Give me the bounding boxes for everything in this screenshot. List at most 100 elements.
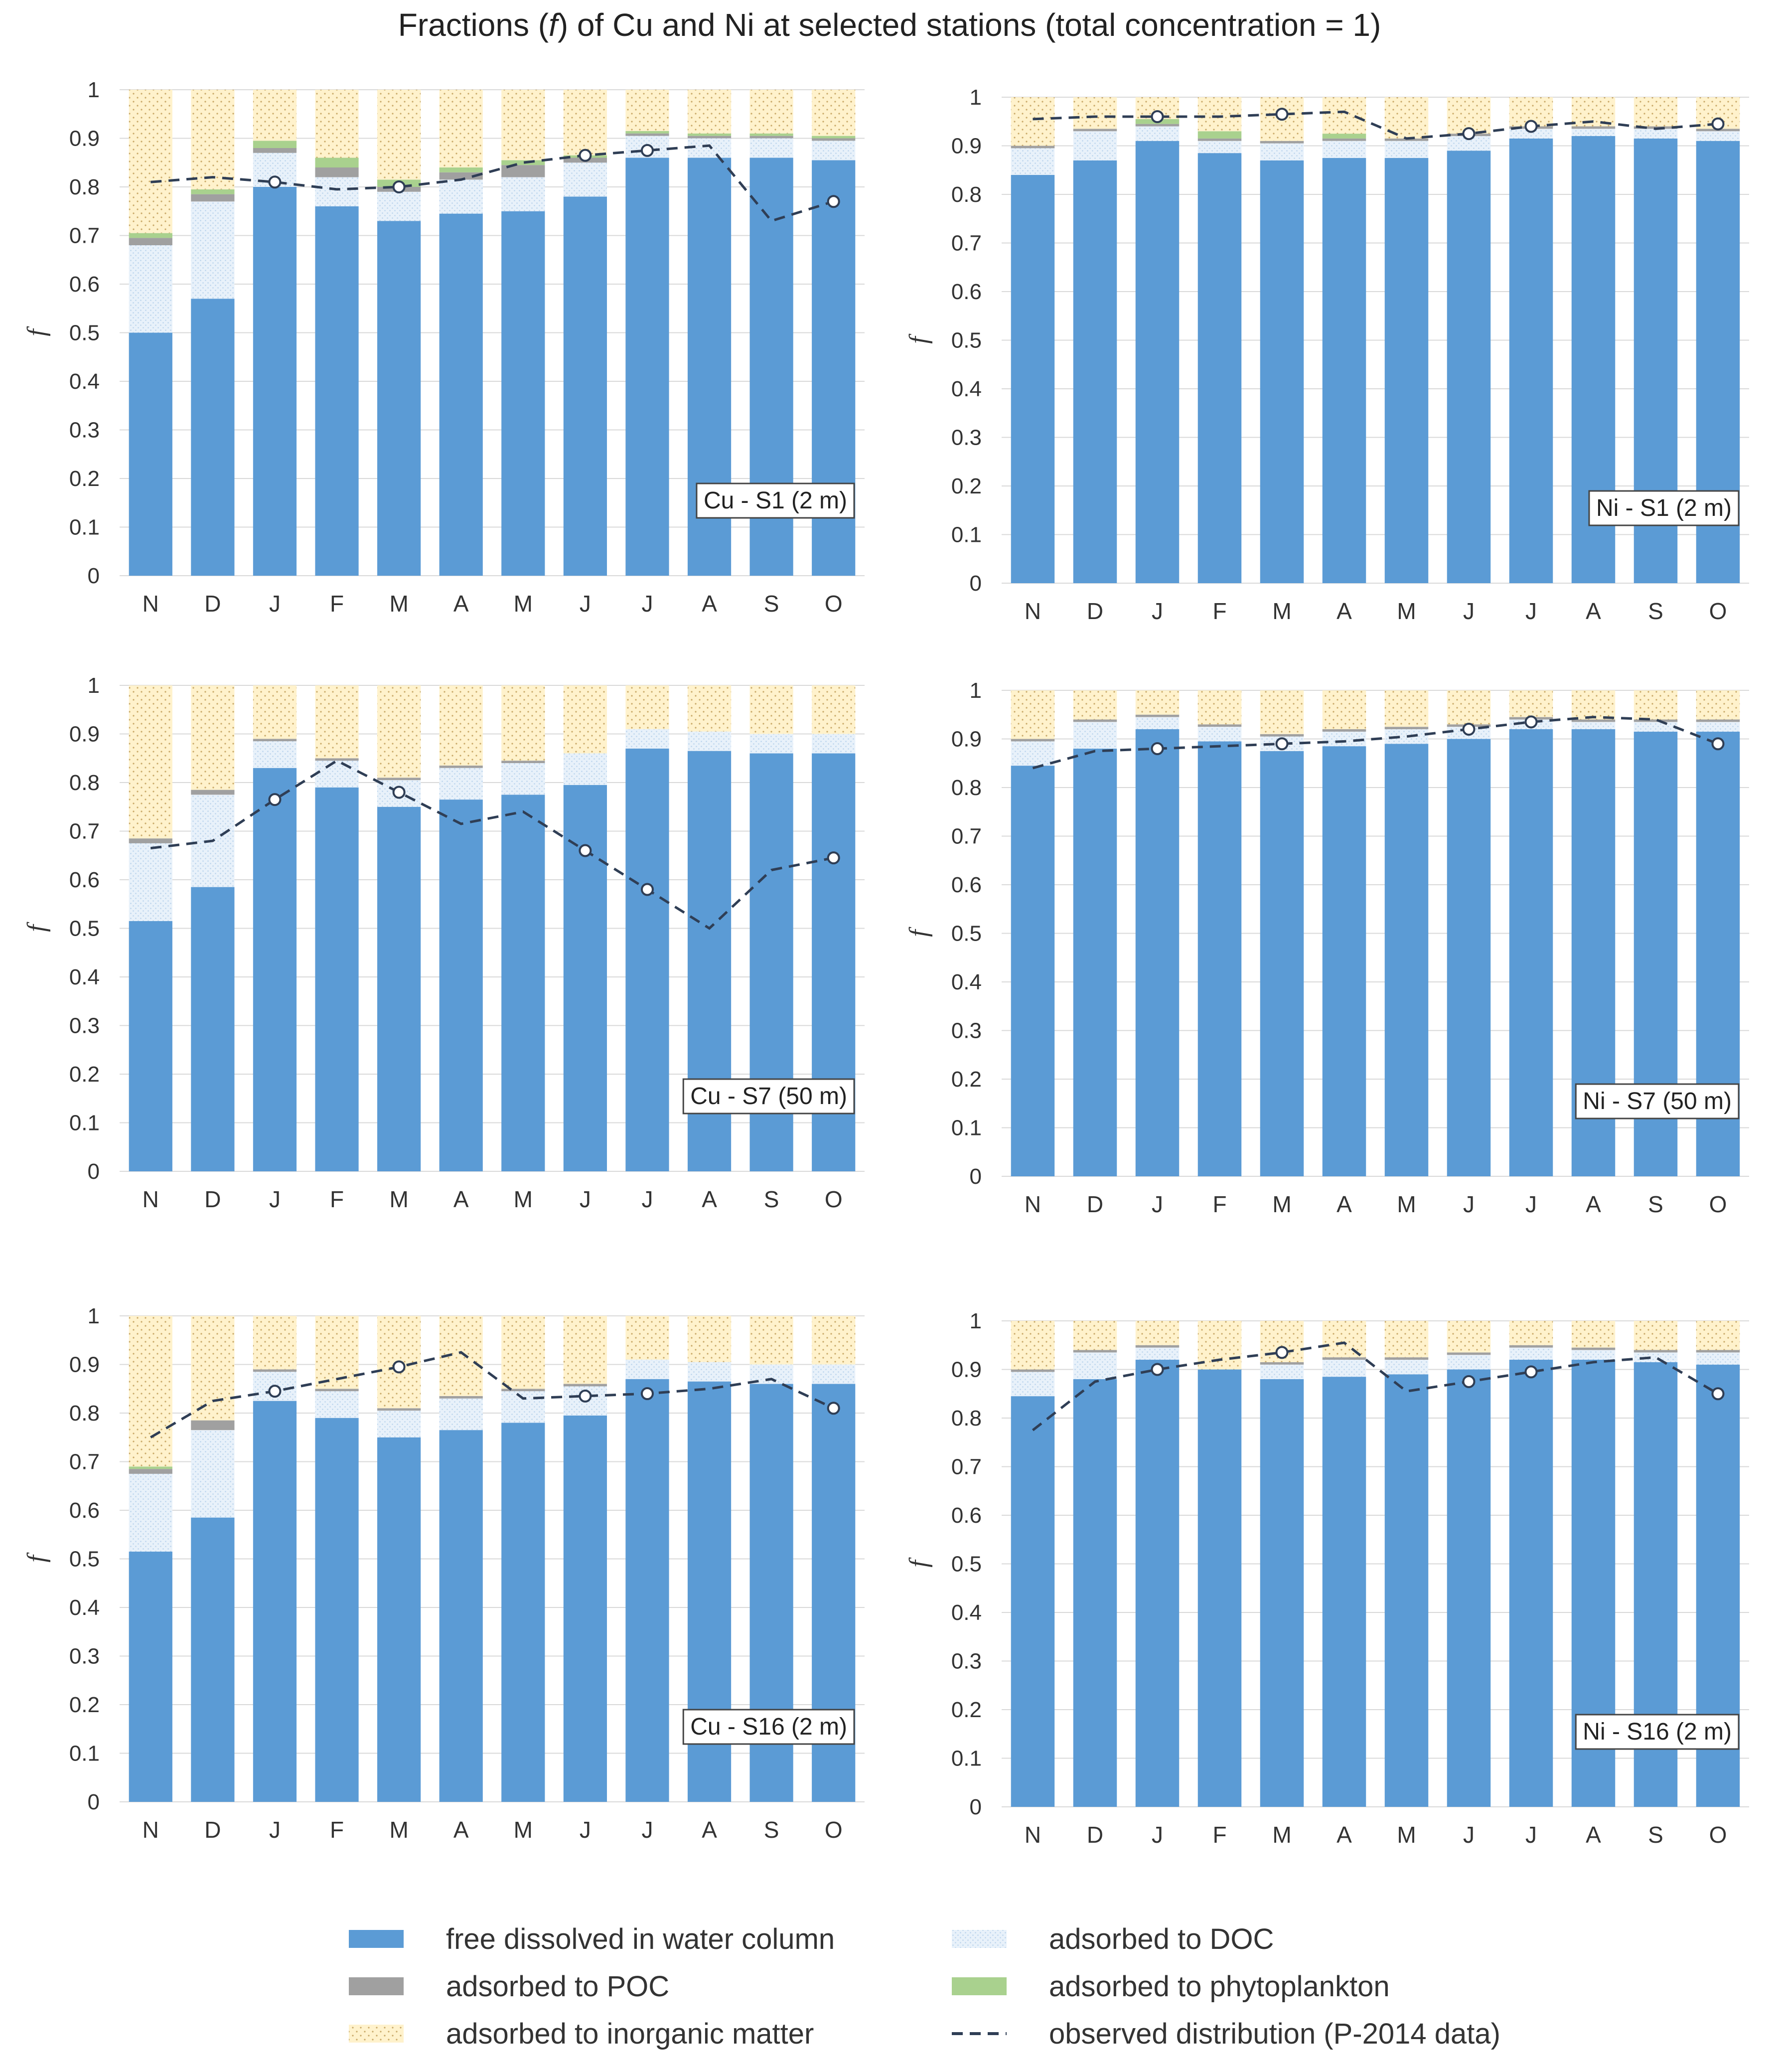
bar-segment-poc — [439, 1396, 483, 1399]
bar-segment-poc — [1197, 724, 1242, 727]
bar-segment-doc — [129, 1473, 172, 1552]
bar-segment-doc — [253, 741, 297, 768]
bar-segment-inorg — [129, 685, 172, 839]
bar-segment-doc — [377, 191, 421, 221]
y-tick-label: 0.1 — [69, 1742, 100, 1766]
x-tick-label: M — [1272, 1191, 1291, 1217]
bar-segment-inorg — [439, 685, 483, 766]
bar-segment-doc — [1073, 722, 1117, 749]
bar-segment-inorg — [812, 90, 856, 136]
bar-segment-free — [1197, 741, 1242, 1176]
bar-segment-free — [439, 1430, 483, 1802]
legend-label: adsorbed to phytoplankton — [1049, 1970, 1390, 2003]
bar-segment-phyto — [1197, 131, 1242, 139]
bar-segment-poc — [1260, 1362, 1304, 1365]
y-tick-label: 1 — [970, 678, 982, 703]
bar-segment-free — [377, 1437, 421, 1802]
bar-segment-poc — [377, 1408, 421, 1411]
observed-point — [1524, 1365, 1538, 1379]
y-tick-label: 0.9 — [69, 1353, 100, 1377]
y-tick-label: 0 — [970, 1164, 982, 1189]
x-tick-label: A — [453, 1817, 469, 1843]
x-tick-label: J — [641, 591, 653, 617]
y-tick-label: 0.8 — [951, 1406, 982, 1431]
bar-segment-free — [625, 1379, 669, 1802]
y-tick-label: 0.6 — [951, 280, 982, 304]
bar-segment-inorg — [129, 1316, 172, 1467]
bar-segment-inorg — [1073, 1321, 1117, 1350]
y-tick-label: 0.2 — [951, 1698, 982, 1722]
bar-segment-poc — [563, 1384, 607, 1387]
panel-label-box — [682, 1709, 855, 1745]
bar-segment-free — [1135, 1360, 1180, 1807]
bar-segment-free — [377, 806, 421, 1171]
bar-segment-poc — [315, 167, 359, 177]
bar-segment-inorg — [563, 685, 607, 754]
x-tick-label: N — [1025, 1822, 1041, 1848]
bar-segment-inorg — [625, 685, 669, 729]
bar-segment-doc — [1696, 131, 1740, 141]
bar-segment-free — [1073, 160, 1117, 583]
x-tick-label: J — [1525, 1822, 1537, 1848]
bar-segment-poc — [1073, 129, 1117, 132]
bar-segment-poc — [1696, 719, 1740, 722]
bar-segment-poc — [1322, 1357, 1366, 1360]
bar-segment-free — [563, 196, 607, 576]
x-tick-label: F — [330, 1186, 344, 1212]
x-tick-label: D — [1087, 1191, 1103, 1217]
y-tick-label: 0.4 — [951, 1600, 982, 1625]
y-tick-label: 0 — [88, 564, 100, 588]
x-tick-label: O — [825, 1817, 843, 1843]
x-tick-label: J — [580, 591, 591, 617]
bar-segment-doc — [1696, 722, 1740, 732]
bar-segment-phyto — [625, 131, 669, 134]
bar-segment-free — [129, 332, 172, 576]
y-axis-label: f — [22, 922, 51, 932]
bar-segment-doc — [1571, 722, 1616, 729]
bar-segment-inorg — [687, 685, 732, 732]
legend-label: adsorbed to DOC — [1049, 1923, 1274, 1955]
bar-segment-inorg — [1384, 1321, 1429, 1358]
y-tick-label: 0.8 — [951, 182, 982, 207]
bar-segment-doc — [1384, 141, 1429, 158]
y-tick-label: 0.9 — [69, 722, 100, 747]
x-tick-label: M — [389, 591, 408, 617]
observed-line — [1033, 110, 1718, 140]
bar-segment-inorg — [1011, 1321, 1055, 1370]
bar-segment-doc — [687, 1362, 732, 1382]
bar-segment-doc — [315, 1391, 359, 1418]
x-tick-label: J — [1525, 1191, 1537, 1217]
observed-point — [579, 844, 592, 857]
x-tick-label: D — [204, 1186, 221, 1212]
x-tick-label: N — [1025, 598, 1041, 624]
bar-segment-doc — [1571, 129, 1616, 136]
bar-segment-inorg — [1260, 690, 1304, 734]
x-tick-label: S — [1648, 598, 1663, 624]
bar-segment-poc — [1260, 141, 1304, 144]
x-tick-label: F — [1212, 1191, 1226, 1217]
y-tick-label: 0.3 — [69, 418, 100, 443]
bar-segment-doc — [1011, 1372, 1055, 1397]
y-tick-label: 0.1 — [69, 1111, 100, 1135]
bar-segment-inorg — [1197, 97, 1242, 132]
bar-segment-inorg — [315, 685, 359, 759]
observed-point — [1462, 127, 1476, 141]
y-tick-label: 0.7 — [69, 1450, 100, 1474]
bar-segment-doc — [563, 162, 607, 197]
bar-segment-poc — [1571, 719, 1616, 722]
bar-segment-poc — [687, 136, 732, 139]
bar-segment-poc — [1384, 727, 1429, 729]
y-tick-label: 0.4 — [951, 377, 982, 401]
y-tick-label: 0.4 — [951, 970, 982, 994]
bar-segment-inorg — [191, 1316, 235, 1421]
legend-item-observed: observed distribution (P-2014 data) — [952, 2018, 1500, 2050]
bar-segment-inorg — [1571, 1321, 1616, 1348]
bar-segment-doc — [1135, 717, 1180, 729]
bar-segment-doc — [377, 1411, 421, 1437]
bar-segment-free — [1322, 1377, 1366, 1807]
panel-label-box — [696, 482, 855, 519]
x-tick-label: A — [702, 1186, 717, 1212]
bar-segment-inorg — [1197, 690, 1242, 725]
bar-segment-free — [315, 1418, 359, 1802]
bar-segment-doc — [812, 1364, 856, 1384]
